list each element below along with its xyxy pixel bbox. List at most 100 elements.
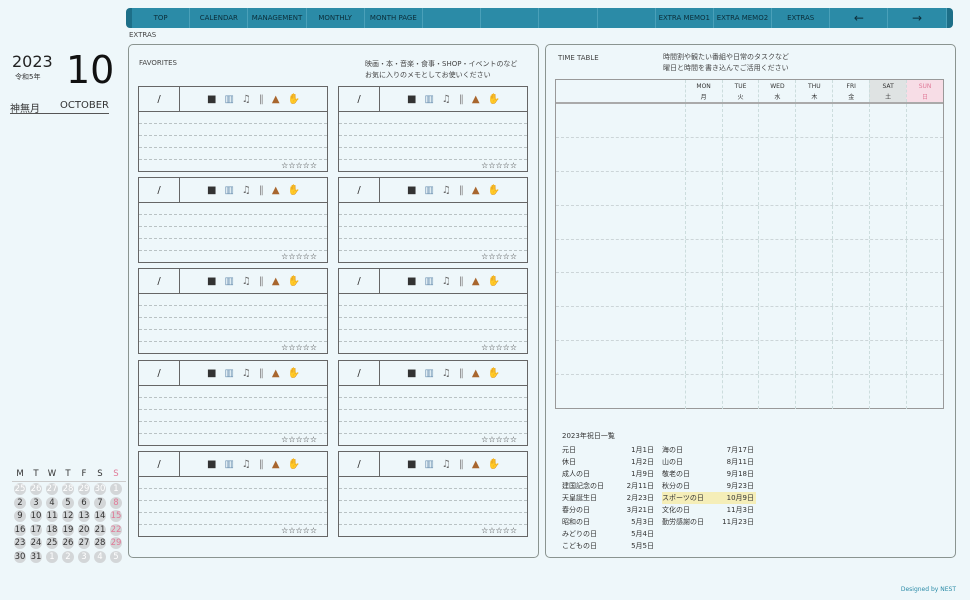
day-cell[interactable]: 29 <box>76 483 92 496</box>
day-cell[interactable]: 25 <box>12 483 28 496</box>
day-number[interactable]: 13 <box>78 510 90 522</box>
bag-icon[interactable]: ▲ <box>471 275 480 287</box>
timetable-cell[interactable] <box>795 205 832 239</box>
time-cell[interactable] <box>556 307 685 340</box>
time-cell[interactable] <box>556 138 685 171</box>
timetable-cell[interactable] <box>684 239 722 273</box>
timetable-cell[interactable] <box>758 375 795 410</box>
music-icon[interactable]: ♫ <box>441 458 451 470</box>
nav-item-month-page[interactable]: MONTH PAGE <box>365 8 423 28</box>
memo-line[interactable] <box>339 294 527 306</box>
clapping-icon[interactable]: ✋ <box>487 367 501 379</box>
cutlery-icon[interactable]: ‖ <box>458 275 464 287</box>
memo-line[interactable] <box>139 489 327 501</box>
day-number[interactable]: 5 <box>110 550 122 563</box>
bag-icon[interactable]: ▲ <box>471 367 480 379</box>
book-icon[interactable]: ▥ <box>224 275 234 287</box>
timetable-cell[interactable] <box>869 205 906 239</box>
timetable-cell[interactable] <box>795 137 832 171</box>
day-number[interactable]: 4 <box>46 496 58 509</box>
day-number[interactable]: 25 <box>14 483 26 495</box>
movie-camera-icon[interactable]: ■ <box>406 93 417 105</box>
memo-line[interactable] <box>339 239 527 251</box>
day-number[interactable]: 11 <box>46 510 58 522</box>
timetable-cell[interactable] <box>684 104 722 137</box>
day-cell[interactable]: 12 <box>60 510 76 523</box>
day-number[interactable]: 28 <box>94 537 106 549</box>
timetable-cell[interactable] <box>684 341 722 375</box>
timetable-cell[interactable] <box>832 239 869 273</box>
day-number[interactable]: 28 <box>62 483 74 495</box>
bag-icon[interactable]: ▲ <box>471 93 480 105</box>
rating-stars[interactable]: ☆☆☆☆☆ <box>281 435 317 444</box>
day-cell[interactable]: 8 <box>108 496 124 510</box>
day-number[interactable]: 3 <box>78 550 90 563</box>
memo-line[interactable] <box>339 136 527 148</box>
memo-line[interactable] <box>339 318 527 330</box>
timetable-cell[interactable] <box>832 137 869 171</box>
nav-item-extra-memo1[interactable]: EXTRA MEMO1 <box>656 8 714 28</box>
day-number[interactable]: 17 <box>30 523 42 536</box>
day-number[interactable]: 1 <box>110 483 122 495</box>
movie-camera-icon[interactable]: ■ <box>406 275 417 287</box>
book-icon[interactable]: ▥ <box>424 93 434 105</box>
timetable-cell[interactable] <box>869 307 906 341</box>
cutlery-icon[interactable]: ‖ <box>258 458 264 470</box>
day-cell[interactable]: 29 <box>108 537 124 550</box>
nav-item-empty[interactable] <box>423 8 482 28</box>
day-cell[interactable]: 16 <box>12 523 28 537</box>
timetable-cell[interactable] <box>758 307 795 341</box>
day-cell[interactable]: 24 <box>28 537 44 550</box>
timetable-cell[interactable] <box>795 171 832 205</box>
movie-camera-icon[interactable]: ■ <box>406 367 417 379</box>
day-number[interactable]: 8 <box>110 496 122 509</box>
timetable-cell[interactable] <box>684 205 722 239</box>
timetable-cell[interactable] <box>721 205 759 239</box>
book-icon[interactable]: ▥ <box>424 184 434 196</box>
memo-line[interactable] <box>139 215 327 227</box>
day-cell[interactable]: 21 <box>92 523 108 537</box>
day-number[interactable]: 30 <box>94 483 106 495</box>
memo-line[interactable] <box>139 422 327 434</box>
timetable-cell[interactable] <box>721 137 759 171</box>
timetable-cell[interactable] <box>795 341 832 375</box>
timetable-cell[interactable] <box>832 171 869 205</box>
timetable-cell[interactable] <box>795 375 832 410</box>
memo-line[interactable] <box>139 501 327 513</box>
timetable-cell[interactable] <box>906 273 943 307</box>
day-number[interactable]: 27 <box>78 537 90 549</box>
book-icon[interactable]: ▥ <box>424 275 434 287</box>
day-cell[interactable]: 14 <box>92 510 108 523</box>
clapping-icon[interactable]: ✋ <box>487 275 501 287</box>
rating-stars[interactable]: ☆☆☆☆☆ <box>481 161 517 170</box>
memo-line[interactable] <box>339 227 527 239</box>
timetable-cell[interactable] <box>684 171 722 205</box>
movie-camera-icon[interactable]: ■ <box>206 367 217 379</box>
bag-icon[interactable]: ▲ <box>271 367 280 379</box>
time-cell[interactable] <box>556 206 685 239</box>
nav-item-top[interactable]: TOP <box>132 8 191 28</box>
memo-line[interactable] <box>139 112 327 124</box>
cutlery-icon[interactable]: ‖ <box>458 367 464 379</box>
timetable-cell[interactable] <box>906 104 943 137</box>
rating-stars[interactable]: ☆☆☆☆☆ <box>281 343 317 352</box>
nav-item-extras[interactable]: EXTRAS <box>772 8 831 28</box>
cutlery-icon[interactable]: ‖ <box>458 93 464 105</box>
memo-line[interactable] <box>339 124 527 136</box>
music-icon[interactable]: ♫ <box>441 93 451 105</box>
music-icon[interactable]: ♫ <box>241 184 251 196</box>
time-cell[interactable] <box>556 240 685 273</box>
day-cell[interactable]: 31 <box>28 550 44 564</box>
rating-stars[interactable]: ☆☆☆☆☆ <box>481 252 517 261</box>
day-number[interactable]: 25 <box>46 537 58 549</box>
day-cell[interactable]: 5 <box>108 550 124 564</box>
timetable-cell[interactable] <box>758 137 795 171</box>
memo-line[interactable] <box>139 513 327 525</box>
timetable-cell[interactable] <box>832 307 869 341</box>
movie-camera-icon[interactable]: ■ <box>206 93 217 105</box>
day-number[interactable]: 29 <box>78 483 90 495</box>
memo-line[interactable] <box>139 306 327 318</box>
timetable-cell[interactable] <box>684 307 722 341</box>
cutlery-icon[interactable]: ‖ <box>258 275 264 287</box>
timetable-cell[interactable] <box>721 171 759 205</box>
